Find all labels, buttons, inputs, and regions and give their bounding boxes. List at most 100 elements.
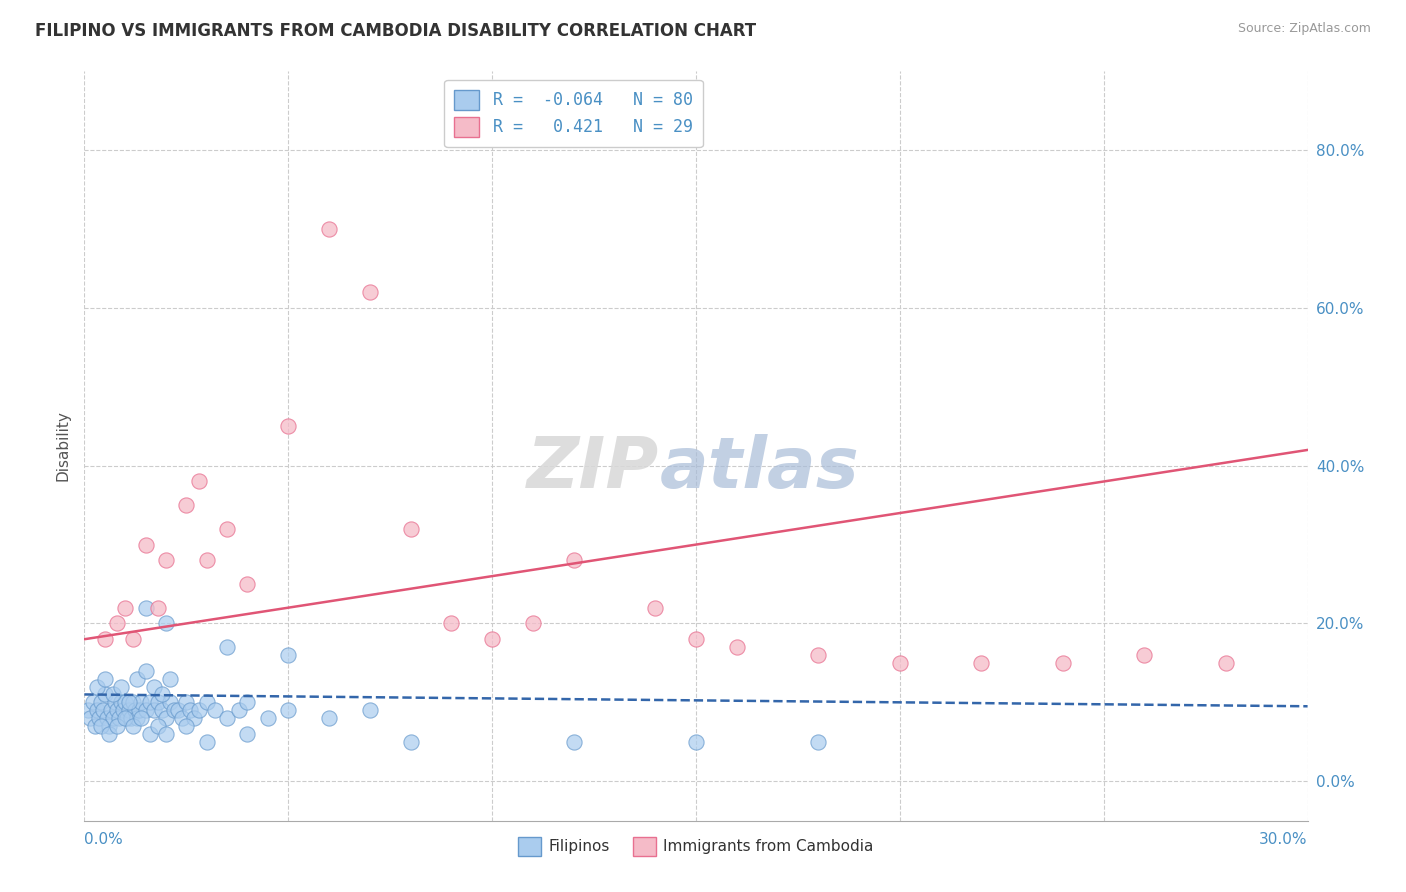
Point [159, 695, 181, 709]
Point [90, 695, 112, 709]
Point [807, 648, 830, 662]
Point [257, 711, 280, 725]
Point [100, 703, 122, 717]
Point [318, 222, 340, 236]
Point [155, 711, 177, 725]
Point [104, 695, 127, 709]
Legend: Filipinos, Immigrants from Cambodia: Filipinos, Immigrants from Cambodia [512, 830, 880, 862]
Point [399, 735, 422, 749]
Point [105, 703, 128, 717]
Point [685, 632, 707, 647]
Point [97, 719, 120, 733]
Point [127, 711, 149, 725]
Point [399, 522, 422, 536]
Point [217, 711, 239, 725]
Text: Source: ZipAtlas.com: Source: ZipAtlas.com [1237, 22, 1371, 36]
Point [93, 672, 115, 686]
Point [174, 719, 197, 733]
Point [562, 553, 585, 567]
Point [118, 703, 141, 717]
Point [277, 703, 299, 717]
Point [112, 703, 135, 717]
Point [114, 695, 136, 709]
Point [79, 711, 101, 725]
Point [82, 695, 104, 709]
Point [889, 656, 911, 670]
Point [277, 648, 299, 662]
Point [127, 672, 149, 686]
Point [195, 553, 218, 567]
Point [114, 711, 136, 725]
Point [115, 711, 138, 725]
Point [562, 735, 585, 749]
Point [122, 719, 145, 733]
Point [83, 719, 105, 733]
Point [138, 695, 160, 709]
Point [155, 616, 177, 631]
Point [87, 711, 110, 725]
Point [970, 656, 993, 670]
Point [101, 688, 124, 702]
Point [110, 680, 132, 694]
Point [93, 632, 115, 647]
Point [128, 703, 150, 717]
Point [155, 727, 177, 741]
Point [93, 688, 115, 702]
Point [122, 632, 145, 647]
Point [1215, 656, 1237, 670]
Point [183, 711, 205, 725]
Point [174, 695, 197, 709]
Point [86, 703, 108, 717]
Point [174, 498, 197, 512]
Point [204, 703, 226, 717]
Point [114, 600, 136, 615]
Point [155, 553, 177, 567]
Point [146, 719, 169, 733]
Text: ZIP: ZIP [527, 434, 659, 503]
Point [120, 711, 142, 725]
Point [118, 695, 141, 709]
Point [96, 711, 118, 725]
Point [1133, 648, 1156, 662]
Point [1052, 656, 1074, 670]
Point [91, 703, 114, 717]
Point [146, 600, 169, 615]
Point [644, 600, 666, 615]
Point [685, 735, 707, 749]
Point [105, 616, 128, 631]
Point [138, 727, 160, 741]
Point [522, 616, 544, 631]
Text: atlas: atlas [659, 434, 859, 503]
Point [142, 680, 165, 694]
Point [359, 285, 381, 300]
Point [359, 703, 381, 717]
Point [195, 735, 218, 749]
Point [135, 703, 157, 717]
Point [187, 703, 209, 717]
Point [236, 695, 259, 709]
Point [97, 727, 120, 741]
Point [131, 695, 153, 709]
Point [122, 695, 145, 709]
Point [90, 719, 112, 733]
Point [124, 703, 146, 717]
Point [135, 600, 157, 615]
Point [150, 688, 173, 702]
Text: 0.0%: 0.0% [84, 832, 124, 847]
Text: FILIPINO VS IMMIGRANTS FROM CAMBODIA DISABILITY CORRELATION CHART: FILIPINO VS IMMIGRANTS FROM CAMBODIA DIS… [35, 22, 756, 40]
Point [135, 664, 157, 678]
Point [228, 703, 250, 717]
Point [159, 672, 181, 686]
Point [440, 616, 463, 631]
Point [217, 640, 239, 654]
Point [172, 711, 194, 725]
Point [101, 711, 124, 725]
Point [236, 727, 259, 741]
Point [150, 703, 173, 717]
Point [195, 695, 218, 709]
Point [105, 719, 128, 733]
Point [277, 419, 299, 434]
Point [77, 703, 100, 717]
Point [167, 703, 190, 717]
Point [146, 695, 169, 709]
